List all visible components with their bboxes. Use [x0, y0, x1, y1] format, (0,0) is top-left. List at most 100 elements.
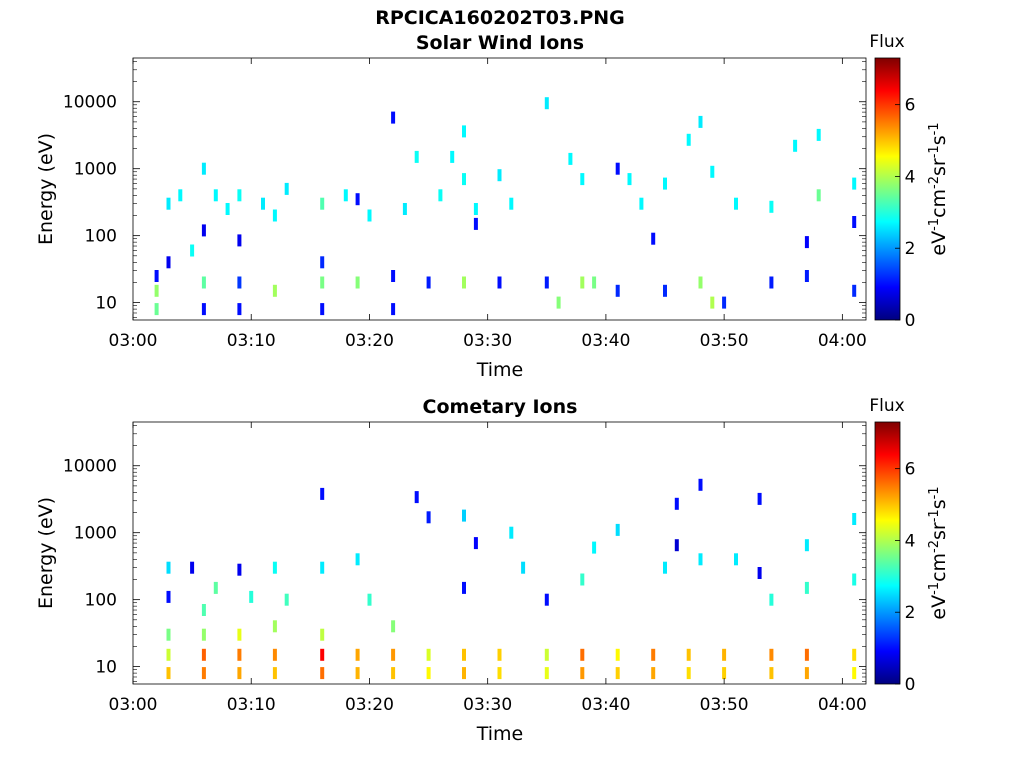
data-cell	[320, 561, 325, 574]
data-cell	[462, 125, 466, 138]
data-cell	[462, 648, 466, 661]
data-cell	[473, 217, 478, 230]
colorbar-label: eV-1cm-2sr-1s-1	[927, 122, 950, 255]
colorbar	[874, 421, 901, 685]
colorbar-tick-label: 0	[905, 311, 916, 331]
data-cell	[355, 667, 360, 680]
x-tick-label: 04:00	[818, 695, 867, 715]
data-cell	[154, 303, 159, 316]
colorbar-label: eV-1cm-2sr-1s-1	[927, 486, 950, 619]
colorbar	[874, 57, 901, 321]
data-cell	[686, 667, 691, 680]
data-cell	[201, 628, 206, 641]
data-cell	[698, 553, 703, 566]
data-cell	[663, 177, 667, 190]
data-cell	[201, 276, 206, 289]
data-cell	[804, 667, 809, 680]
data-cell	[426, 667, 431, 680]
data-cell	[201, 604, 206, 616]
data-cell	[201, 303, 206, 316]
data-cell	[722, 296, 727, 309]
data-cell	[272, 667, 277, 680]
data-cell	[462, 509, 466, 522]
data-cell	[722, 667, 727, 680]
data-cell	[544, 667, 549, 680]
data-cell	[391, 620, 396, 633]
y-tick-label: 10	[95, 294, 117, 314]
x-axis-label: Time	[476, 723, 524, 745]
y-tick-label: 100	[85, 227, 117, 247]
colorbar-tick-label: 6	[905, 460, 916, 480]
y-tick-label: 10000	[63, 457, 117, 477]
x-axis-label: Time	[476, 359, 524, 381]
data-cell	[391, 667, 396, 680]
x-tick-label: 03:30	[463, 331, 512, 351]
data-cell	[852, 573, 857, 586]
data-cell	[166, 590, 171, 603]
data-cell	[615, 284, 620, 297]
x-tick-label: 03:30	[463, 695, 512, 715]
figure-title: RPCICA160202T03.PNG	[375, 7, 625, 29]
data-cell	[249, 590, 254, 603]
data-cell	[509, 526, 514, 539]
data-cell	[852, 177, 857, 190]
data-cell	[663, 284, 667, 297]
data-cell	[769, 593, 774, 606]
data-cell	[367, 209, 372, 222]
data-cell	[237, 234, 242, 247]
data-cell	[237, 303, 242, 316]
data-cell	[651, 648, 656, 661]
data-cell	[462, 173, 466, 186]
data-cell	[320, 276, 325, 289]
x-tick-label: 03:20	[345, 695, 394, 715]
data-cell	[852, 648, 857, 661]
x-tick-label: 04:00	[818, 331, 867, 351]
data-cell	[426, 648, 431, 661]
data-cell	[592, 541, 597, 554]
data-cell	[497, 276, 502, 289]
data-cell	[237, 667, 242, 680]
data-cell	[462, 667, 466, 680]
data-cell	[497, 169, 502, 182]
data-cell	[592, 276, 597, 289]
data-cell	[166, 561, 171, 574]
y-ticks: 10 100 1000 10000	[63, 425, 866, 682]
data-cell	[615, 648, 620, 661]
data-cell	[769, 200, 774, 213]
data-cell	[686, 648, 691, 661]
data-cell	[272, 620, 277, 633]
colorbar-ticks: 0 2 4 6	[895, 96, 915, 331]
data-cell	[284, 593, 289, 606]
data-cell	[580, 648, 585, 661]
data-cell	[320, 628, 325, 641]
data-cell	[320, 303, 325, 316]
x-tick-label: 03:50	[700, 331, 749, 351]
data-cell	[556, 296, 561, 309]
data-cell	[201, 162, 206, 175]
colorbar-tick-label: 6	[905, 96, 916, 116]
data-cell	[497, 667, 502, 680]
data-cell	[154, 284, 159, 297]
data-cell	[320, 197, 325, 210]
data-cell	[213, 581, 218, 594]
colorbar-tick-label: 2	[905, 239, 916, 259]
data-cell	[698, 115, 703, 128]
x-ticks: 03:00 03:10 03:20 03:30 03:40 03:50 04:00	[109, 58, 867, 351]
data-cell	[686, 133, 691, 146]
data-cell	[166, 197, 171, 210]
data-cell	[757, 492, 762, 505]
data-cell	[166, 256, 171, 269]
data-cell	[710, 165, 715, 178]
data-cell	[580, 173, 585, 186]
data-cell	[663, 561, 667, 574]
data-cell	[320, 667, 325, 680]
data-cell	[261, 197, 265, 210]
data-cell	[568, 152, 573, 165]
data-cell	[473, 537, 478, 550]
colorbar-tick-label: 4	[905, 167, 916, 187]
data-cell	[804, 236, 809, 249]
data-cell	[237, 276, 242, 289]
data-cell	[426, 511, 431, 524]
data-cell	[237, 563, 242, 576]
data-cell	[355, 193, 360, 206]
